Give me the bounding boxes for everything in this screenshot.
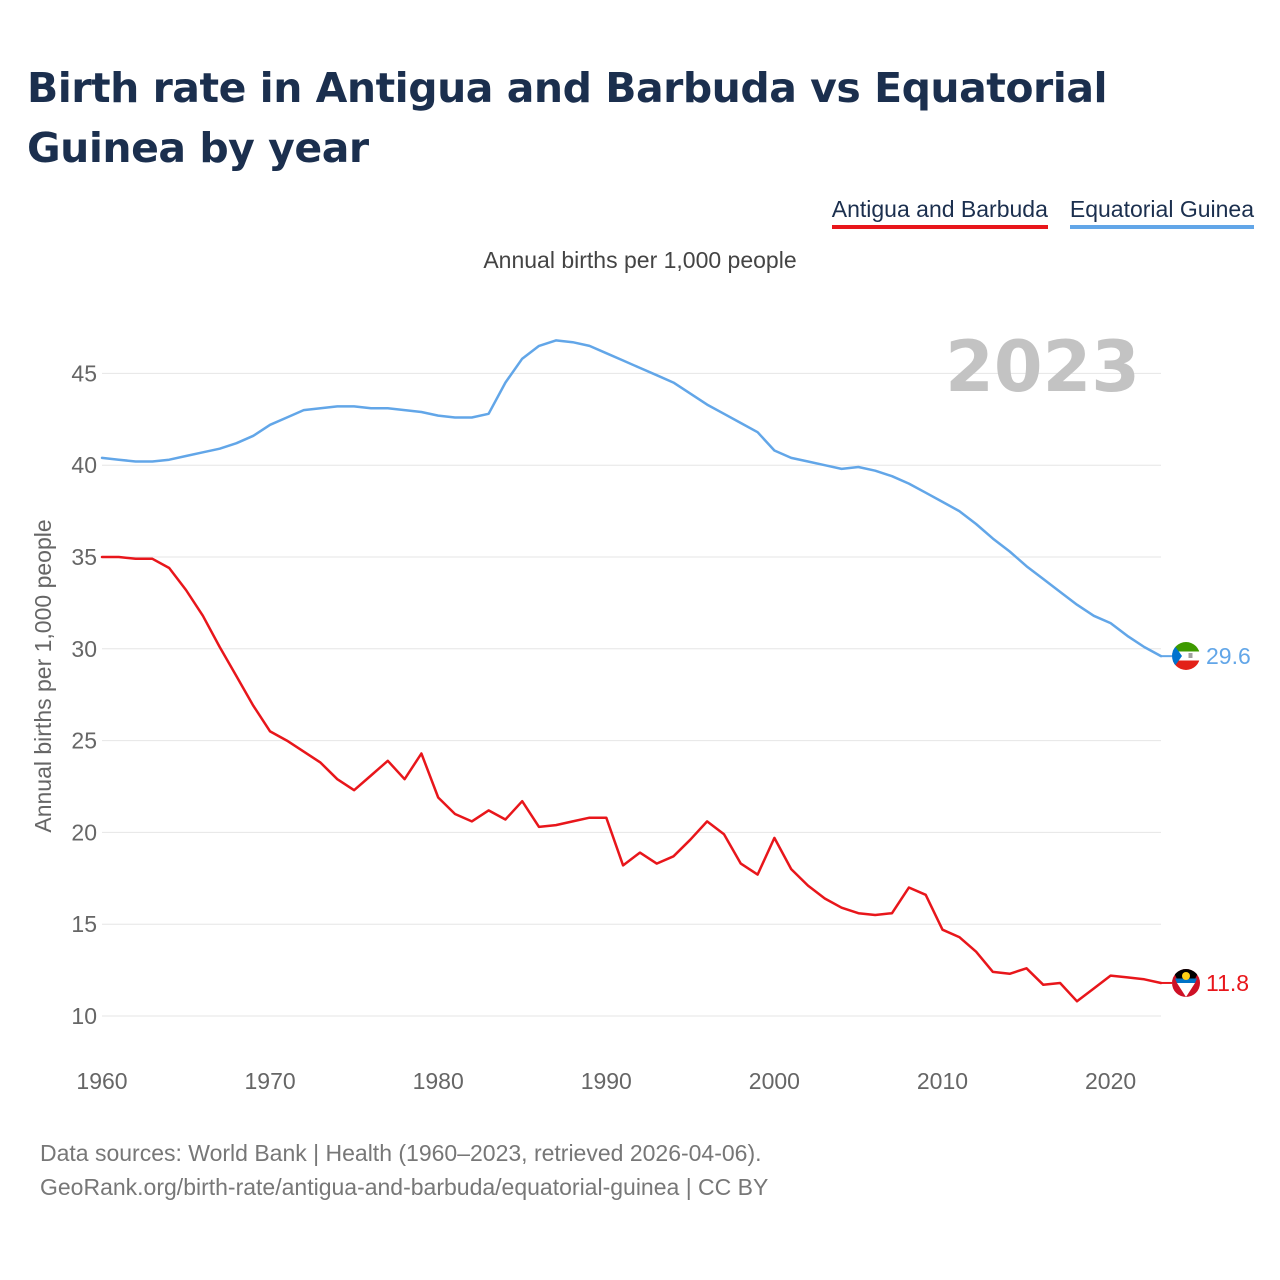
x-tick-label: 2000 (749, 1068, 800, 1094)
chart-title: Birth rate in Antigua and Barbuda vs Equ… (27, 64, 1108, 172)
x-tick-label: 1960 (76, 1068, 127, 1094)
series-line-antigua (100, 555, 1163, 1003)
y-tick-label: 40 (71, 452, 97, 478)
y-tick-label: 30 (71, 636, 97, 662)
legend: Antigua and Barbuda Equatorial Guinea (831, 196, 1254, 229)
x-axis-ticks: 1960 1970 1980 1990 2000 2010 2020 (76, 1068, 1136, 1094)
y-tick-label: 35 (71, 544, 97, 570)
y-tick-label: 45 (71, 360, 97, 386)
antigua-and-barbuda-end-label: 11.8 (1206, 970, 1249, 996)
series-line-equatorial (100, 339, 1163, 658)
equatorial-guinea-end-label: 29.6 (1206, 643, 1251, 669)
x-tick-label: 1970 (245, 1068, 296, 1094)
y-tick-label: 25 (71, 728, 97, 754)
legend-item-antigua-and-barbuda[interactable]: Antigua and Barbuda (831, 196, 1048, 229)
y-axis-ticks: 10 15 20 25 30 35 40 45 (71, 360, 97, 1029)
y-tick-label: 15 (71, 911, 97, 937)
y-tick-label: 20 (71, 819, 97, 845)
chart-subtitle: Annual births per 1,000 people (483, 247, 797, 273)
y-tick-label: 10 (71, 1003, 97, 1029)
footer-link[interactable]: GeoRank.org/birth-rate/antigua-and-barbu… (40, 1174, 769, 1200)
x-tick-label: 1980 (413, 1068, 464, 1094)
equatorial-guinea-flag-icon (1172, 642, 1200, 670)
x-tick-label: 2020 (1085, 1068, 1136, 1094)
end-markers (1172, 642, 1200, 997)
grid-lines (102, 372, 1161, 1017)
footer: Data sources: World Bank | Health (1960–… (40, 1136, 768, 1204)
x-tick-label: 1990 (581, 1068, 632, 1094)
x-tick-label: 2010 (917, 1068, 968, 1094)
y-axis-label: Annual births per 1,000 people (30, 519, 56, 832)
series-lines (100, 339, 1172, 1003)
legend-item-equatorial-guinea[interactable]: Equatorial Guinea (1069, 196, 1254, 229)
footer-sources: Data sources: World Bank | Health (1960–… (40, 1140, 762, 1166)
year-watermark: 2023 (945, 326, 1140, 408)
antigua-and-barbuda-flag-icon (1172, 969, 1200, 997)
